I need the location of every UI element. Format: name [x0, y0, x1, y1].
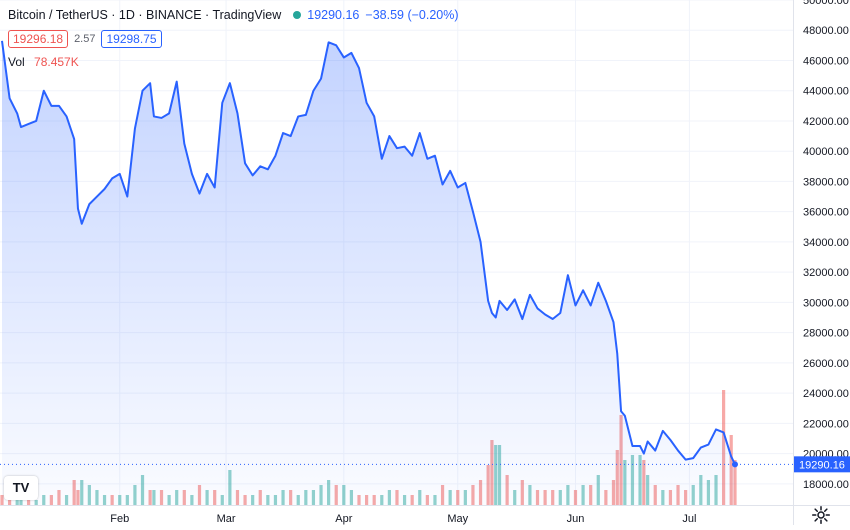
- gear-icon[interactable]: [812, 506, 830, 524]
- y-tick-label: 24000.00: [803, 388, 849, 400]
- price-area-fill: [2, 40, 735, 505]
- volume-legend[interactable]: Vol 78.457K: [8, 55, 79, 69]
- y-tick-label: 36000.00: [803, 207, 849, 219]
- x-tick-label: Jul: [682, 513, 696, 525]
- quote-row: 19296.18 2.57 19298.75: [8, 30, 162, 48]
- x-tick-label: Jun: [567, 513, 585, 525]
- symbol-title[interactable]: Bitcoin / TetherUS · 1D · BINANCE · Trad…: [8, 8, 282, 22]
- last-price-tag-label: 19290.16: [799, 459, 845, 471]
- x-tick-label: Apr: [335, 513, 352, 525]
- y-tick-label: 42000.00: [803, 116, 849, 128]
- volume-label: Vol: [8, 55, 25, 69]
- x-tick-label: Feb: [110, 513, 129, 525]
- price-line: [1, 40, 736, 465]
- x-tick-label: May: [447, 513, 468, 525]
- price-change: −38.59 (−0.20%): [365, 8, 459, 22]
- y-tick-label: 28000.00: [803, 328, 849, 340]
- y-tick-label: 46000.00: [803, 55, 849, 67]
- buy-price-box[interactable]: 19298.75: [101, 30, 162, 48]
- last-price-tag: [794, 456, 850, 473]
- y-tick-label: 26000.00: [803, 358, 849, 370]
- market-status-dot: [293, 11, 302, 19]
- volume-value: 78.457K: [34, 55, 79, 69]
- y-tick-label: 44000.00: [803, 86, 849, 98]
- sell-price-box[interactable]: 19296.18: [8, 30, 69, 48]
- last-price: 19290.16: [307, 8, 360, 22]
- y-tick-label: 48000.00: [803, 25, 849, 37]
- y-tick-label: 50000.00: [803, 0, 849, 7]
- y-tick-label: 18000.00: [803, 479, 849, 491]
- y-tick-label: 30000.00: [803, 297, 849, 309]
- y-tick-label: 38000.00: [803, 176, 849, 188]
- y-tick-label: 22000.00: [803, 418, 849, 430]
- spread-value: 2.57: [74, 33, 96, 45]
- volume-bar: [0, 495, 4, 505]
- tradingview-logo[interactable]: TV: [4, 476, 38, 500]
- last-price-dot: [732, 461, 738, 468]
- x-tick-label: Mar: [217, 513, 236, 525]
- y-tick-label: 34000.00: [803, 237, 849, 249]
- symbol-header[interactable]: Bitcoin / TetherUS · 1D · BINANCE · Trad…: [8, 8, 459, 22]
- y-tick-label: 32000.00: [803, 267, 849, 279]
- y-tick-label: 40000.00: [803, 146, 849, 158]
